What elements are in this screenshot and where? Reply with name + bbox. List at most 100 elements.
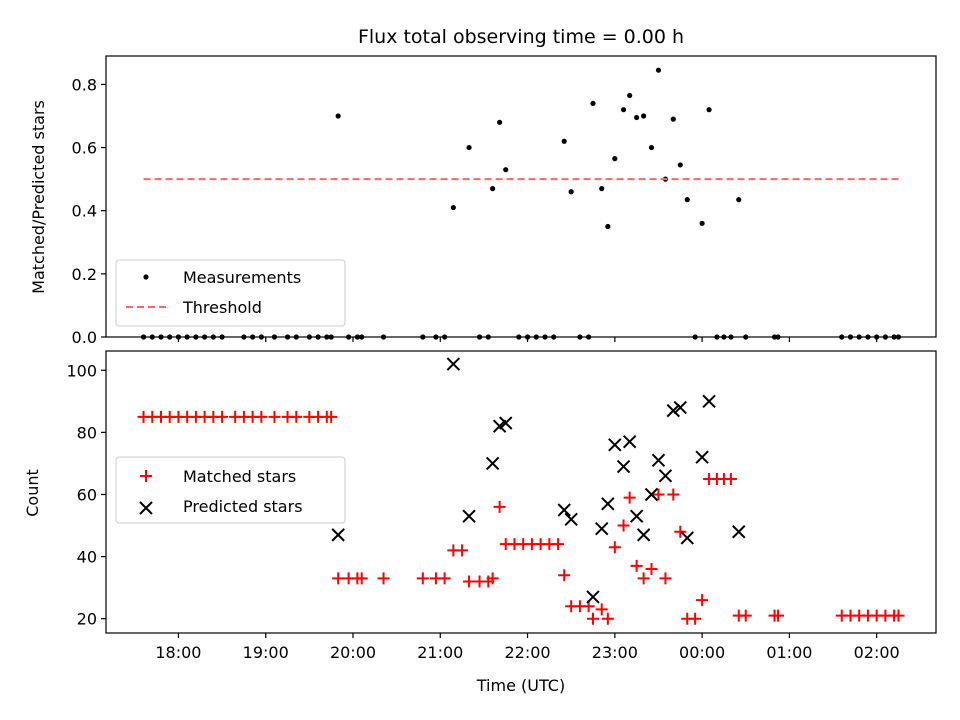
legend-measurements-label: Measurements [183,268,301,287]
top-y-tick-label: 0.2 [72,265,97,284]
top-measurement-point [655,67,662,73]
top-measurement-point [684,197,690,203]
top-measurement-point [590,100,596,106]
top-measurement-point [634,114,640,121]
top-measurement-point [450,204,456,211]
top-y-tick-label: 0.6 [72,139,97,158]
bottom-matched-point [290,410,303,423]
top-measurement-point [335,113,341,119]
top-chart-title: Flux total observing time = 0.00 h [358,26,684,48]
bottom-matched-point [587,612,600,625]
bottom-matched-point [623,491,636,504]
bottom-legend-box [115,456,346,524]
bottom-x-tick-label: 23:00 [592,643,638,662]
bottom-x-tick-label: 19:00 [243,643,289,662]
bottom-matched-point [355,572,368,585]
bottom-predicted-point [695,450,709,464]
bottom-predicted-point [673,400,687,415]
bottom-x-tick-label: 18:00 [155,643,201,662]
bottom-y-tick-label: 100 [66,361,97,380]
top-measurement-point [561,138,567,144]
top-measurement-point [490,186,496,192]
bottom-matched-point [630,559,643,572]
x-axis-label: Time (UTC) [476,676,565,695]
bottom-legend: Matched stars Predicted stars [115,456,346,524]
bottom-matched-point [739,609,752,622]
bottom-predicted-point [732,525,746,539]
bottom-matched-point [689,612,702,625]
bottom-plot-area: 20 40 60 80 100 18:00 19:00 20:00 21:00 22:00 23:0… [66,350,937,662]
bottom-x-tick-label: 01:00 [766,643,812,662]
bottom-predicted-point [651,453,666,468]
top-measurement-point [706,107,712,113]
legend-matched-label: Matched stars [183,467,296,486]
bottom-predicted-point [629,509,644,523]
bottom-x-tick-label: 22:00 [504,643,550,662]
bottom-matched-point [463,575,476,588]
bottom-predicted-point [608,438,622,452]
bottom-y-tick-label: 40 [77,548,97,567]
bottom-predicted-point [485,456,500,471]
top-measurement-point [620,107,627,113]
top-plot-area: 0.0 0.2 0.4 0.6 0.8 [72,55,937,347]
bottom-matched-point [268,410,281,423]
bottom-predicted-point [622,434,637,449]
top-measurement-point [736,197,742,203]
bottom-y-tick-label: 80 [77,423,97,442]
bottom-matched-point [377,572,390,585]
bottom-predicted-point [616,459,631,474]
bottom-predicted-point [636,528,651,542]
bottom-matched-point [595,603,608,616]
top-measurement-point [503,167,509,173]
top-y-axis-label: Matched/Predicted stars [29,100,48,294]
bottom-predicted-point [601,497,615,511]
bottom-matched-point [696,594,709,607]
legend-matched-marker [140,470,152,482]
bottom-predicted-point [557,503,571,517]
bottom-predicted-point [595,521,609,536]
top-measurement-point [648,144,655,151]
bottom-matched-point [456,544,469,557]
top-measurement-point [599,186,605,192]
bottom-matched-point [652,488,665,501]
bottom-matched-point [667,488,680,501]
bottom-matched-point [416,572,429,585]
top-y-tick-label: 0.8 [72,75,97,94]
top-legend: Measurements Threshold [115,259,346,327]
top-measurement-point [612,156,618,162]
bottom-matched-point [493,500,506,513]
top-measurement-point [627,92,633,99]
bottom-predicted-point [586,590,600,604]
bottom-matched-point [601,612,614,625]
bottom-matched-point [892,609,905,622]
bottom-x-tick-label: 21:00 [417,643,463,662]
bottom-predicted-point [666,403,681,418]
bottom-predicted-point [702,394,716,409]
top-measurement-point [699,220,705,226]
top-y-tick-label: 0.4 [72,202,97,221]
legend-predicted-marker [139,501,153,515]
bottom-predicted-point [499,416,513,430]
bottom-x-tick-label: 20:00 [330,643,376,662]
bottom-matched-point [637,572,650,585]
bottom-matched-point [255,410,268,423]
top-measurement-point [677,162,683,168]
bottom-y-axis-label: Count [23,469,42,517]
bottom-matched-point [216,410,229,423]
legend-measurements-marker [143,274,149,280]
bottom-matched-point [659,572,672,585]
bottom-y-tick-label: 60 [77,485,97,504]
bottom-x-tick-label: 00:00 [679,643,725,662]
top-y-tick-label: 0.0 [72,328,97,347]
top-measurement-point [605,223,611,230]
top-measurement-point [568,189,574,195]
bottom-matched-point [674,525,687,538]
bottom-matched-point [617,519,630,532]
top-measurement-point [670,116,676,122]
bottom-matched-point [724,472,737,485]
legend-threshold-label: Threshold [182,298,262,317]
bottom-y-tick-label: 20 [77,610,97,629]
